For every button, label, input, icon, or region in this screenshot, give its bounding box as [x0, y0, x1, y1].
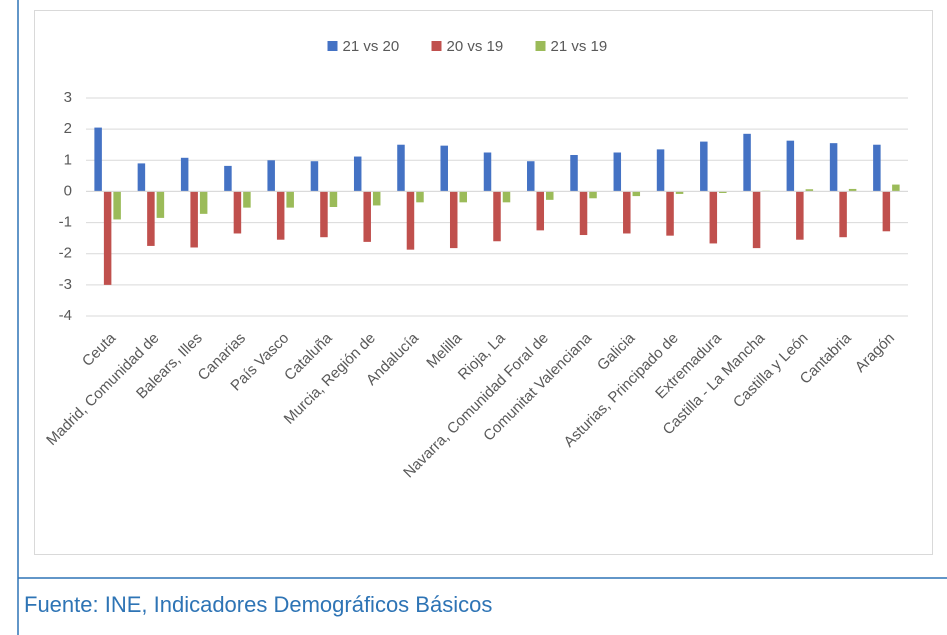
bar [502, 191, 511, 203]
legend-swatch [535, 41, 546, 51]
bar [459, 191, 467, 203]
bar [137, 163, 146, 192]
bar [113, 191, 121, 220]
bar [267, 160, 275, 192]
bar [829, 143, 838, 192]
bar [310, 161, 319, 192]
bar [675, 191, 684, 194]
legend-label: 21 vs 20 [343, 38, 400, 55]
bar [416, 191, 424, 203]
bar [406, 191, 415, 250]
bar [372, 191, 381, 206]
bar [276, 191, 285, 240]
bar [493, 191, 501, 242]
bar [147, 191, 155, 246]
bar [839, 191, 847, 238]
bar [363, 191, 371, 242]
bar [656, 149, 665, 192]
bar [743, 133, 751, 192]
bar [199, 191, 208, 214]
bar [805, 189, 814, 192]
bar [536, 191, 545, 231]
bar [796, 191, 804, 240]
y-tick-label: -1 [59, 214, 72, 231]
y-tick-label: 3 [64, 89, 72, 106]
bar [483, 152, 492, 192]
bar [243, 191, 251, 208]
footer: Fuente: INE, Indicadores Demográficos Bá… [24, 592, 492, 617]
bar [873, 144, 881, 192]
bar [613, 152, 622, 192]
legend-swatch [431, 41, 442, 51]
bar [570, 154, 578, 192]
legend-label: 20 vs 19 [447, 38, 504, 55]
y-tick-label: 0 [64, 182, 72, 199]
y-tick-label: -2 [59, 245, 72, 262]
bar [320, 191, 328, 238]
bar [440, 145, 448, 192]
y-tick-label: -3 [59, 276, 72, 293]
bar [709, 191, 718, 244]
bar [589, 191, 597, 199]
bar [190, 191, 198, 248]
y-tick-label: 1 [64, 151, 72, 168]
bar [892, 184, 900, 192]
bar [233, 191, 242, 234]
bar [180, 157, 189, 192]
bar [632, 191, 641, 197]
bar [397, 144, 405, 192]
bar [848, 188, 857, 192]
bar [882, 191, 891, 232]
bar [224, 165, 232, 192]
chart-frame [34, 10, 933, 555]
bar [700, 141, 708, 192]
bar [623, 191, 631, 234]
bar [329, 191, 338, 207]
bar [752, 191, 761, 249]
bar [156, 191, 165, 218]
bar [103, 191, 112, 285]
bar [579, 191, 588, 236]
bar [666, 191, 674, 236]
bar [449, 191, 458, 249]
bar [719, 191, 727, 193]
bar [527, 161, 535, 192]
bar [353, 156, 362, 192]
y-tick-label: 2 [64, 120, 72, 137]
legend-label: 21 vs 19 [551, 38, 608, 55]
bar [94, 127, 102, 192]
bar [786, 140, 795, 192]
bar [286, 191, 294, 208]
y-tick-label: -4 [59, 307, 72, 324]
legend-swatch [327, 41, 338, 51]
bar [546, 191, 554, 200]
